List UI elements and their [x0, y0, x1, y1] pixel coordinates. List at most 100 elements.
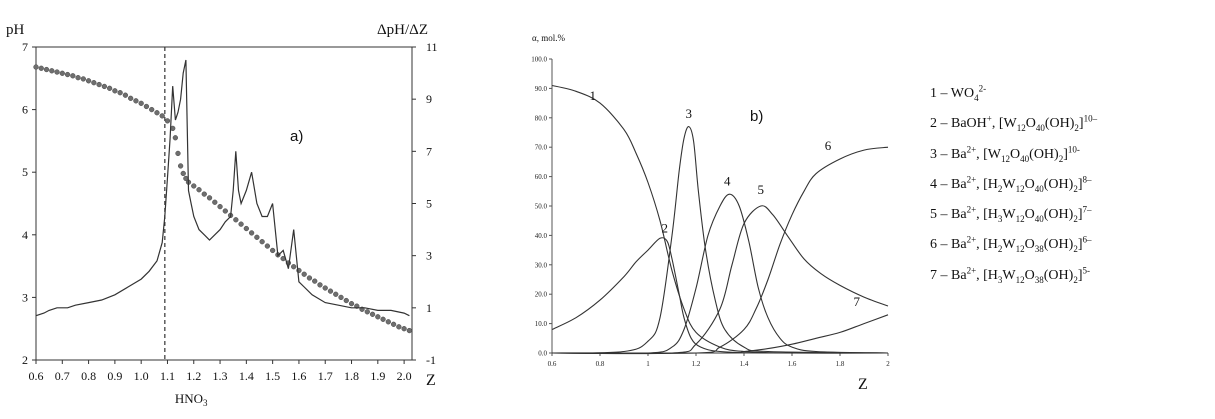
y-right-tick-label-a: 1: [426, 301, 432, 315]
curve-label-5: 5: [758, 182, 765, 197]
y-left-tick-label-a: 3: [22, 290, 28, 304]
ph-data-point: [338, 294, 344, 301]
x-tick-label-a: 1.1: [160, 369, 175, 383]
y-tick-label-b: 70.0: [535, 144, 548, 152]
x-tick-label-b: 1.6: [788, 360, 797, 368]
ph-data-point: [180, 170, 186, 177]
y-right-tick-label-a: 7: [426, 144, 432, 158]
x-tick-label-a: 1.0: [134, 369, 149, 383]
x-axis-label-a: Z: [426, 372, 436, 389]
ph-data-point: [172, 135, 179, 141]
legend-item-6: 6 – Ba2+, [H2W12O38(OH)2]6–: [930, 234, 1092, 255]
x-tick-label-b: 1.8: [836, 360, 845, 368]
curve-label-7: 7: [854, 294, 861, 309]
x-tick-label-a: 1.8: [344, 369, 359, 383]
ph-data-point: [264, 243, 271, 249]
ph-data-point: [254, 234, 260, 240]
x-tick-label-a: 1.3: [213, 369, 228, 383]
ph-data-point: [164, 118, 171, 124]
ph-data-point: [149, 106, 155, 113]
x-tick-label-a: 1.5: [265, 369, 280, 383]
ph-data-point: [159, 113, 165, 119]
y-tick-label-b: 30.0: [535, 261, 548, 269]
x-tick-label-b: 0.6: [548, 360, 557, 368]
x-tick-label-a: 0.9: [107, 369, 122, 383]
y-tick-label-b: 50.0: [535, 203, 548, 211]
legend-item-2: 2 – BaOH+, [W12O40(OH)2]10–: [930, 113, 1098, 134]
curve-label-4: 4: [724, 173, 731, 188]
x-tick-label-b: 1.2: [692, 360, 701, 368]
ph-data-point: [70, 73, 76, 79]
y-tick-label-b: 100.0: [531, 56, 547, 64]
species-curve-4: [551, 193, 889, 354]
ph-data-point: [101, 83, 108, 90]
ph-data-point: [269, 247, 276, 254]
ph-data-point: [406, 327, 413, 334]
ph-data-point: [364, 309, 370, 315]
panel-label-a: a): [290, 128, 303, 145]
ph-data-point: [75, 75, 81, 81]
y-right-tick-label-a: 9: [426, 92, 432, 106]
legend: 1 – WO42- 2 – BaOH+, [W12O40(OH)2]10– 3 …: [930, 84, 1215, 298]
ph-data-point: [396, 324, 402, 330]
ph-data-point: [138, 100, 144, 106]
ph-data-point: [54, 69, 60, 75]
ph-data-point: [80, 76, 86, 82]
y-tick-label-b: 0.0: [538, 350, 547, 358]
ph-data-point: [59, 70, 65, 76]
x-tick-label-b: 1.4: [740, 360, 749, 368]
species-curve-6: [551, 146, 889, 354]
y-tick-label-b: 20.0: [535, 291, 548, 299]
y-right-tick-label-a: -1: [426, 353, 436, 367]
ph-data-point: [64, 71, 71, 78]
ph-data-point: [206, 195, 213, 201]
ph-data-point: [322, 285, 328, 291]
ph-data-point: [291, 264, 297, 270]
y-left-tick-label-a: 2: [22, 353, 28, 367]
ph-data-point: [96, 81, 102, 88]
y-right-tick-label-a: 5: [426, 197, 432, 211]
chart-panel-b: 0.0 10.0 20.0 30.0 40.0 50.0 60.0 70.0 80.0 90.0 1…: [531, 33, 890, 393]
y-tick-label-b: 40.0: [535, 232, 548, 240]
ph-data-point: [117, 90, 123, 96]
ph-data-point: [233, 217, 239, 223]
curve-label-2: 2: [662, 220, 669, 235]
y-left-tick-label-a: 7: [22, 40, 28, 54]
curve-label-6: 6: [825, 138, 832, 153]
curve-label-3: 3: [686, 106, 693, 121]
ph-data-point: [201, 191, 207, 197]
ph-data-point: [49, 68, 55, 74]
y-left-tick-label-a: 6: [22, 103, 28, 117]
x-tick-label-a: 2.0: [397, 369, 412, 383]
ph-data-point: [401, 326, 407, 332]
x-tick-label-b: 2: [886, 360, 890, 368]
ph-data-point: [312, 278, 318, 284]
species-curve-2: [551, 237, 889, 354]
y-left-tick-label-a: 5: [22, 165, 28, 179]
panel-label-b: b): [750, 108, 763, 125]
ph-data-point: [133, 98, 139, 104]
ph-data-point: [375, 314, 381, 320]
y-right-tick-label-a: 11: [426, 40, 438, 54]
ph-data-point: [243, 225, 249, 232]
x-tick-label-b: 0.8: [596, 360, 605, 368]
legend-item-4: 4 – Ba2+, [H2W12O40(OH)2]8–: [930, 174, 1092, 194]
x-tick-label-a: 1.7: [318, 369, 333, 383]
species-curve-1: [551, 84, 889, 354]
y-tick-label-b: 10.0: [535, 320, 548, 328]
species-curve-3: [551, 126, 889, 354]
x-tick-label-b: 1: [646, 360, 650, 368]
ph-data-point: [191, 183, 197, 189]
x-tick-label-a: 1.6: [291, 369, 306, 383]
ph-data-point: [212, 199, 218, 205]
y-right-tick-label-a: 3: [426, 249, 432, 263]
x-tick-label-a: 0.8: [81, 369, 96, 383]
species-curve-7: [551, 314, 889, 354]
species-curve-5: [551, 205, 889, 355]
ph-data-point: [175, 150, 181, 157]
ph-data-point: [106, 85, 113, 91]
ph-data-point: [380, 316, 386, 322]
ph-data-point: [112, 88, 118, 94]
ph-data-point: [217, 203, 223, 210]
